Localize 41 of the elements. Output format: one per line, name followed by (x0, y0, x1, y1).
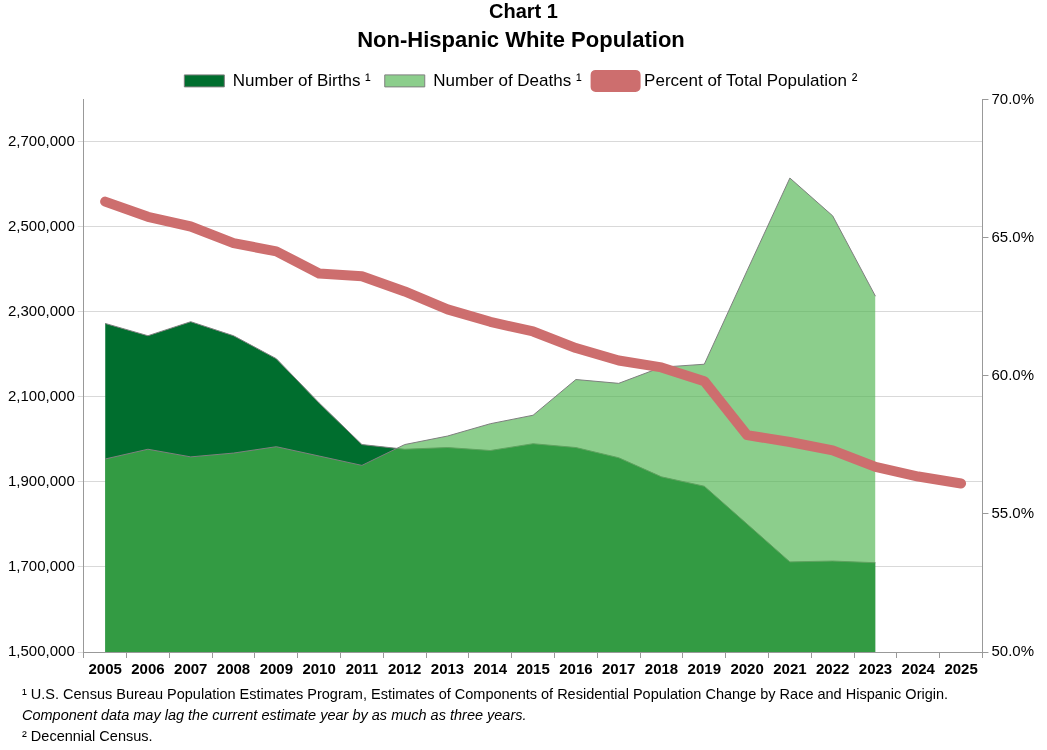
x-tick-label: 2018 (644, 660, 679, 678)
y2-tick-label: 50.0% (991, 642, 1035, 660)
x-tick-label: 2023 (858, 660, 893, 678)
x-tick-label: 2012 (388, 660, 422, 678)
x-tick-label: 2017 (602, 660, 636, 678)
x-tick-label: 2013 (430, 660, 465, 678)
y-tick-label: 1,500,000 (8, 642, 75, 660)
legend-label: Number of Births ¹ (232, 70, 372, 90)
x-tick-label: 2020 (730, 660, 764, 678)
x-tick-label: 2024 (901, 660, 936, 678)
y-tick-label: 2,100,000 (8, 387, 75, 405)
y-tick-label: 2,500,000 (8, 217, 75, 235)
x-tick-label: 2022 (815, 660, 850, 678)
legend-label: Percent of Total Population ² (644, 70, 858, 90)
y-tick-label: 2,700,000 (8, 132, 75, 150)
chart-title: Chart 1 (488, 0, 559, 23)
y-tick-label: 1,900,000 (8, 472, 75, 490)
x-tick-label: 2009 (259, 660, 294, 678)
chart-subtitle: Non-Hispanic White Population (357, 27, 685, 53)
x-tick-label: 2015 (516, 660, 550, 678)
x-tick-label: 2021 (773, 660, 807, 678)
x-tick-label: 2019 (687, 660, 721, 678)
text: ² Decennial Census. (22, 727, 154, 746)
x-tick-label: 2007 (174, 660, 208, 678)
y2-tick-label: 55.0% (991, 503, 1035, 521)
x-tick-label: 2010 (302, 660, 336, 678)
legend-label: Number of Deaths ¹ (433, 70, 582, 90)
x-tick-label: 2005 (88, 660, 122, 678)
y2-tick-label: 60.0% (991, 365, 1035, 383)
x-tick-label: 2025 (944, 660, 978, 678)
y2-tick-label: 70.0% (991, 89, 1035, 107)
x-tick-label: 2008 (216, 660, 251, 678)
x-tick-label: 2014 (473, 660, 508, 678)
y-tick-label: 1,700,000 (8, 557, 75, 575)
y2-tick-label: 65.0% (991, 227, 1035, 245)
text: Component data may lag the current estimate year by as much as three years. (22, 706, 528, 725)
x-tick-label: 2011 (345, 660, 379, 678)
x-tick-label: 2016 (559, 660, 593, 678)
x-tick-label: 2006 (131, 660, 165, 678)
text: ¹ U.S. Census Bureau Population Estimates Program, Estimates of Components of Residential Population Change by Race and Hispanic Origin. (22, 685, 949, 704)
y-tick-label: 2,300,000 (8, 302, 75, 320)
